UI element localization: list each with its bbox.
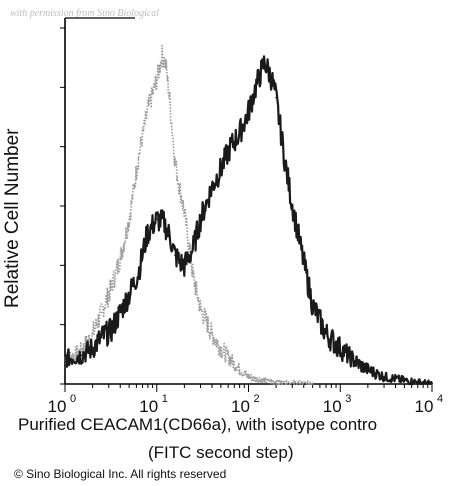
- data-point: [169, 103, 171, 106]
- data-point: [183, 211, 186, 213]
- data-point: [174, 254, 176, 256]
- data-point: [263, 379, 266, 382]
- x-tick-label: 10: [415, 397, 434, 416]
- y-axis-label: Relative Cell Number: [2, 128, 23, 308]
- x-axis-label-line1: Purified CEACAM1(CD66a), with isotype co…: [18, 415, 378, 434]
- series-trace-1: [64, 44, 314, 385]
- data-point: [169, 236, 171, 239]
- data-point: [146, 111, 149, 113]
- series-layer: [64, 44, 434, 386]
- data-point: [161, 53, 164, 56]
- tick-marks: [60, 27, 433, 392]
- data-point: [302, 261, 305, 264]
- x-tick-label: 10: [323, 397, 342, 416]
- data-point: [238, 132, 241, 135]
- data-point: [163, 222, 165, 224]
- data-point: [179, 261, 181, 264]
- data-point: [199, 308, 202, 310]
- data-point: [100, 336, 103, 339]
- data-point: [284, 161, 286, 163]
- data-point: [165, 64, 167, 67]
- data-point: [179, 189, 181, 192]
- data-point: [339, 347, 342, 350]
- data-point: [110, 286, 113, 289]
- data-point: [91, 333, 94, 335]
- data-point: [229, 146, 231, 149]
- data-point: [291, 204, 294, 206]
- data-point: [291, 382, 294, 384]
- x-tick-labels: 10 0 10 1 10 2 10 3 10 4: [48, 393, 444, 416]
- data-point: [220, 347, 222, 350]
- data-point: [271, 78, 273, 81]
- data-point: [431, 383, 433, 385]
- data-point: [82, 347, 85, 350]
- data-point: [80, 354, 82, 357]
- data-point: [91, 347, 94, 350]
- data-point: [311, 304, 314, 307]
- data-point: [211, 333, 213, 335]
- data-point: [247, 376, 250, 378]
- data-point: [367, 368, 369, 371]
- data-point: [119, 311, 122, 314]
- data-point: [199, 218, 202, 221]
- data-point: [155, 218, 158, 221]
- x-tick-label-exponent: 4: [437, 393, 443, 405]
- x-tick-label-exponent: 3: [345, 393, 351, 405]
- data-point: [155, 78, 158, 81]
- data-point: [174, 161, 176, 163]
- x-axis-label-line2: (FITC second step): [148, 443, 294, 462]
- data-point: [275, 96, 277, 99]
- data-point: [229, 358, 231, 360]
- x-tick-label: 10: [139, 397, 158, 416]
- data-point: [137, 157, 140, 160]
- x-tick-label-exponent: 0: [70, 393, 76, 405]
- data-point: [311, 383, 314, 385]
- data-point: [100, 311, 103, 314]
- data-point: [119, 257, 122, 260]
- data-point: [192, 275, 195, 278]
- plot-frame: [64, 17, 432, 385]
- data-point: [238, 368, 241, 371]
- data-point: [128, 293, 130, 296]
- series-trace-2: [64, 55, 434, 386]
- data-point: [254, 86, 257, 88]
- data-point: [220, 168, 222, 170]
- copyright-notice: © Sino Biological Inc. All rights reserv…: [14, 467, 227, 481]
- data-point: [64, 358, 66, 360]
- x-tick-label-exponent: 2: [254, 393, 260, 405]
- data-point: [275, 381, 277, 384]
- data-point: [128, 218, 130, 221]
- data-point: [211, 186, 213, 188]
- data-point: [146, 232, 149, 235]
- data-point: [74, 354, 77, 357]
- data-point: [263, 61, 266, 63]
- x-tick-label: 10: [231, 397, 250, 416]
- x-tick-label-exponent: 1: [162, 393, 168, 405]
- data-point: [355, 361, 358, 364]
- data-point: [403, 379, 406, 382]
- data-point: [325, 333, 327, 335]
- data-point: [110, 329, 113, 332]
- data-point: [183, 265, 186, 267]
- data-point: [247, 111, 250, 113]
- x-tick-label: 10: [48, 397, 67, 416]
- data-point: [137, 272, 140, 274]
- watermark-text: with permission from Sino Biological: [10, 8, 160, 19]
- data-point: [383, 376, 385, 378]
- data-point: [192, 247, 195, 249]
